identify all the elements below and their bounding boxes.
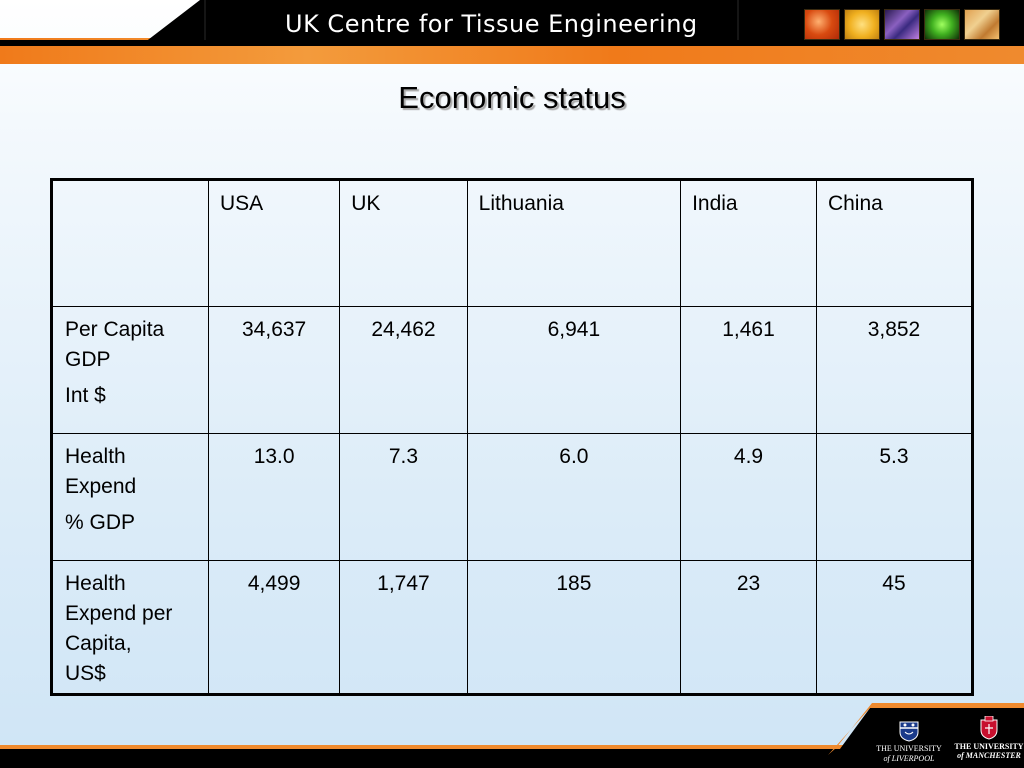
table-header-row: USA UK Lithuania India China [51,179,974,307]
row-label-line: US$ [65,662,106,685]
table-row: Health Expend per Capita, US$ 4,499 1,74… [51,560,974,695]
table-row: Per Capita GDP Int $ 34,637 24,462 6,941… [51,306,974,434]
table-cell: 7.3 [339,433,468,561]
row-label-line: Per Capita [65,318,165,341]
university-of-liverpool-logo: THE UNIVERSITY of LIVERPOOL [866,720,952,764]
row-label-line: GDP [65,348,111,371]
table-cell: 4,499 [207,560,341,695]
cell-value: 13.0 [253,445,295,468]
tissue-image-amber [964,9,1000,40]
table-cell: 23 [680,560,817,695]
cell-value: 7.3 [388,445,419,468]
tissue-image-green [924,9,960,40]
column-header: Lithuania [466,179,682,307]
column-header-label: Lithuania [478,192,564,215]
cell-value: 45 [882,572,906,595]
cell-value: 34,637 [242,318,307,341]
row-label-unit: % GDP [65,511,136,534]
table-corner-cell [51,179,209,307]
table-cell: 3,852 [815,306,974,434]
column-header: China [815,179,974,307]
cell-value: 24,462 [371,318,436,341]
column-header-label: UK [351,192,381,215]
table-row: Health Expend % GDP 13.0 7.3 6.0 4.9 5.3 [51,433,974,561]
footer-bar [0,703,1024,768]
column-header: USA [207,179,341,307]
manchester-logo-line: THE UNIVERSITY [954,742,1024,751]
cell-value: 1,747 [377,572,430,595]
row-label-unit: Int $ [65,384,106,407]
cell-value: 23 [736,572,761,595]
column-header-label: China [827,192,883,215]
university-of-manchester-logo: THE UNIVERSITY of MANCHESTER [954,716,1024,760]
row-label: Health Expend per Capita, US$ [51,560,209,695]
cell-value: 185 [556,572,592,595]
table-cell: 6.0 [466,433,682,561]
table-cell: 6,941 [466,306,682,434]
tissue-image-purple [884,9,920,40]
manchester-logo-line: of MANCHESTER [957,751,1021,760]
table-cell: 185 [466,560,682,695]
slide-title: Economic status [398,80,626,115]
row-label-line: Expend per [65,602,173,625]
row-label: Per Capita GDP Int $ [51,306,209,434]
table-cell: 24,462 [339,306,468,434]
table-cell: 34,637 [207,306,341,434]
cell-value: 1,461 [722,318,775,341]
manchester-crest-icon [980,716,998,740]
column-header-label: USA [220,192,264,215]
row-label-line: Capita, [65,632,132,655]
economic-status-table: USA UK Lithuania India China Per Capita … [50,178,974,696]
liverpool-logo-line: of LIVERPOOL [883,754,935,763]
tissue-image-yellow [844,9,880,40]
cell-value: 3,852 [867,318,921,341]
table-cell: 5.3 [815,433,974,561]
table-cell: 1,747 [339,560,468,695]
column-header: India [680,179,817,307]
row-label-line: Health [65,445,126,468]
cell-value: 4.9 [733,445,764,468]
header-title: UK Centre for Tissue Engineering [285,10,698,38]
column-header-label: India [692,192,738,215]
row-label-line: Health [65,572,126,595]
header-thumbnails [804,9,1000,40]
liverpool-logo-line: THE UNIVERSITY [876,744,942,753]
tissue-image-orange [804,9,840,40]
row-label-line: Expend [65,475,137,498]
table-cell: 45 [815,560,974,695]
cell-value: 6.0 [559,445,589,468]
row-label: Health Expend % GDP [51,433,209,561]
header-bar [0,0,1024,46]
column-header: UK [339,179,468,307]
table-cell: 4.9 [680,433,817,561]
table-cell: 1,461 [680,306,817,434]
cell-value: 6,941 [547,318,601,341]
cell-value: 4,499 [247,572,301,595]
table-cell: 13.0 [207,433,341,561]
cell-value: 5.3 [879,445,909,468]
liverpool-crest-icon [899,721,919,742]
